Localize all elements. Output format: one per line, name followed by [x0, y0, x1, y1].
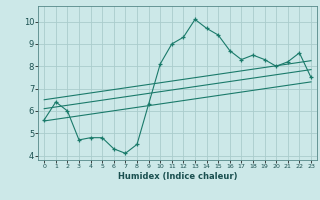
X-axis label: Humidex (Indice chaleur): Humidex (Indice chaleur) — [118, 172, 237, 181]
